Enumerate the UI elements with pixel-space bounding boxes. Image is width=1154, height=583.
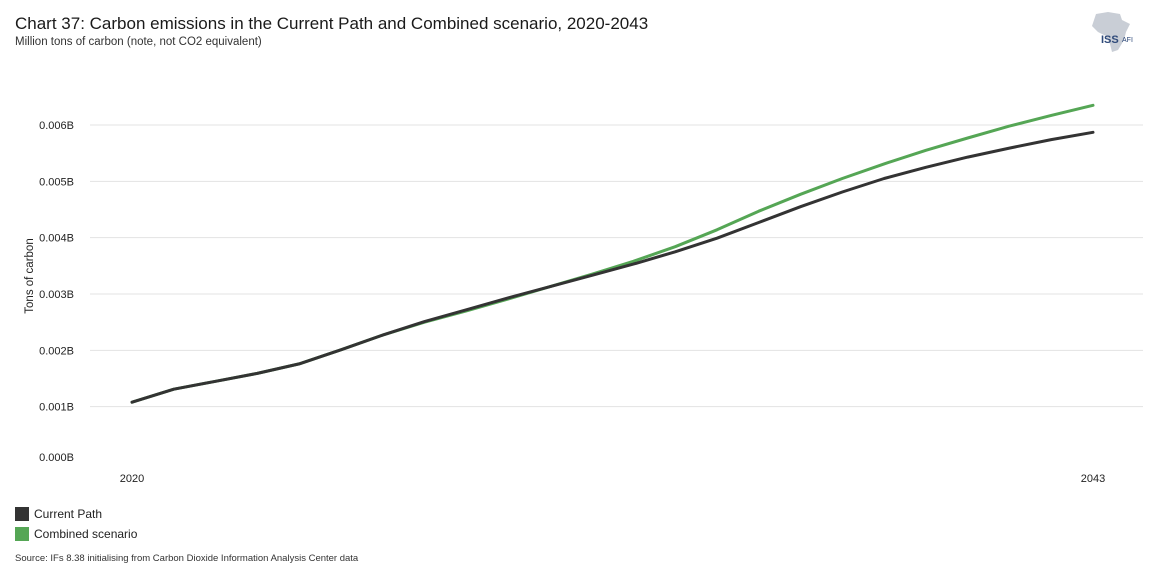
x-tick-label: 2020 xyxy=(120,473,144,485)
series-lines xyxy=(130,103,1095,404)
legend: Current Path Combined scenario xyxy=(15,504,137,544)
y-tick-label: 0.006B xyxy=(39,120,74,132)
y-tick-label: 0.005B xyxy=(39,176,74,188)
series-line-current-path xyxy=(130,130,1095,404)
legend-label-combined: Combined scenario xyxy=(34,527,138,541)
legend-swatch-current-path xyxy=(15,507,29,521)
chart-subtitle: Million tons of carbon (note, not CO2 eq… xyxy=(15,36,262,48)
legend-item-combined: Combined scenario xyxy=(15,524,137,544)
legend-swatch-combined xyxy=(15,527,29,541)
series-line-combined-scenario xyxy=(130,103,1095,404)
y-tick-label: 0.004B xyxy=(39,233,74,245)
logo-secondary-text: AFI xyxy=(1122,37,1133,44)
y-tick-label: 0.001B xyxy=(39,402,74,414)
iss-africa-logo: ISS AFI xyxy=(1092,12,1133,52)
y-axis-ticks: 0.000B 0.001B 0.002B 0.003B 0.004B 0.005B 0.00… xyxy=(39,120,74,464)
africa-map-icon xyxy=(1092,12,1130,52)
y-tick-label: 0.003B xyxy=(39,289,74,301)
y-tick-label: 0.002B xyxy=(39,345,74,357)
source-note: Source: IFs 8.38 initialising from Carbo… xyxy=(15,553,359,564)
logo-primary-text: ISS xyxy=(1101,34,1119,46)
grid-lines xyxy=(90,124,1143,408)
chart-title: Chart 37: Carbon emissions in the Curren… xyxy=(15,14,649,33)
y-tick-label: 0.000B xyxy=(39,452,74,464)
x-tick-label: 2043 xyxy=(1081,473,1105,485)
legend-item-current-path: Current Path xyxy=(15,504,137,524)
y-axis-label: Tons of carbon xyxy=(24,238,36,313)
x-axis-ticks: 2020 2043 xyxy=(120,473,1105,485)
legend-label-current-path: Current Path xyxy=(34,507,103,521)
